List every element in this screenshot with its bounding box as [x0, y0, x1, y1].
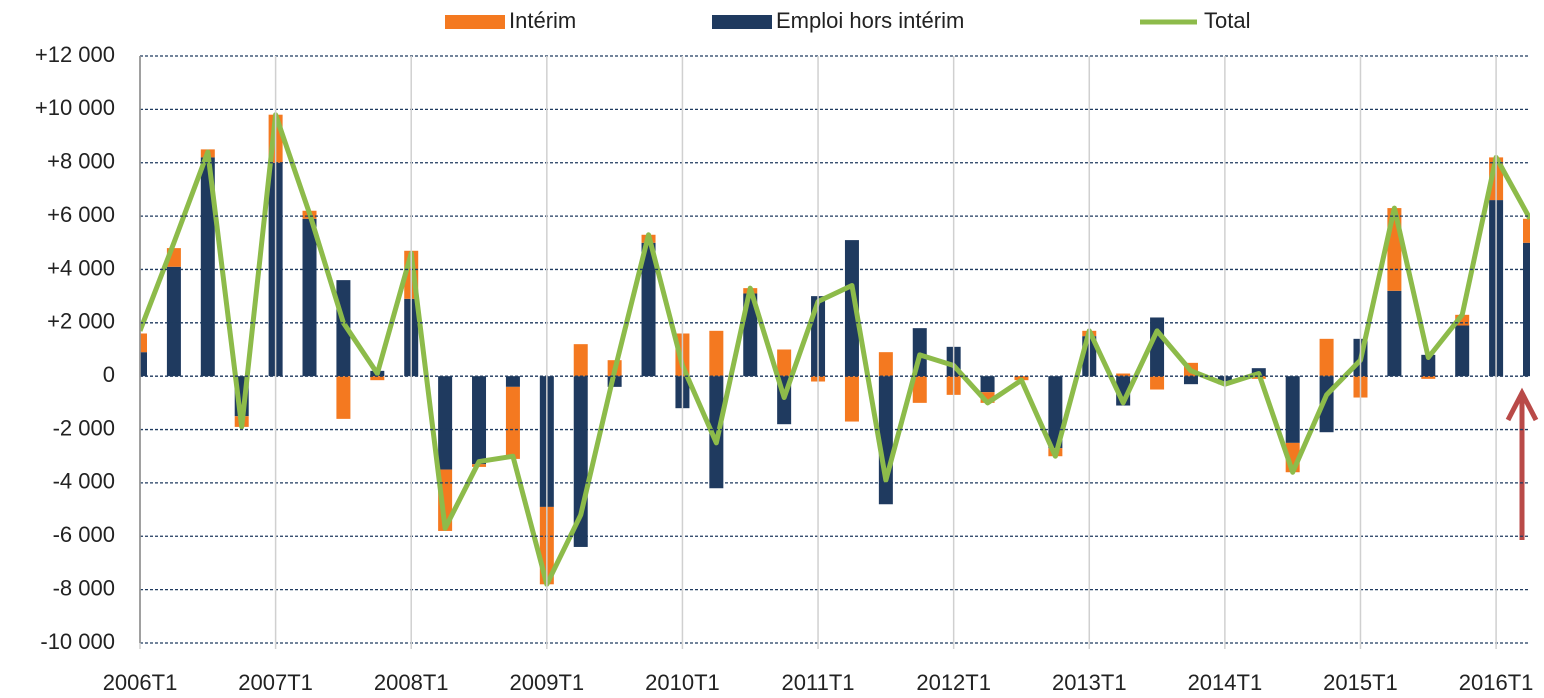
- bar: [1319, 338, 1334, 377]
- bar: [573, 344, 588, 377]
- bar: [505, 376, 520, 387]
- bar: [370, 376, 385, 381]
- bar: [844, 376, 859, 422]
- x-tick-label: 2006T1: [103, 670, 178, 695]
- y-tick-label: -4 000: [53, 469, 115, 494]
- x-tick-label: 2014T1: [1188, 670, 1263, 695]
- bar: [1421, 354, 1436, 377]
- y-tick-label: -2 000: [53, 415, 115, 440]
- bar: [166, 266, 181, 377]
- y-tick-label: +2 000: [47, 309, 115, 334]
- bar: [1048, 376, 1063, 449]
- bar: [844, 240, 859, 377]
- bar: [980, 392, 995, 403]
- bar: [1150, 376, 1165, 390]
- bar: [912, 376, 927, 403]
- x-tick-label: 2011T1: [782, 670, 855, 695]
- y-tick-label: +4 000: [47, 255, 115, 280]
- x-tick-label: 2012T1: [916, 670, 991, 695]
- legend-swatch: [712, 15, 772, 29]
- bar: [1523, 242, 1530, 377]
- y-tick-label: -8 000: [53, 575, 115, 600]
- bar: [641, 242, 656, 377]
- bar: [200, 157, 215, 377]
- bar: [1116, 373, 1131, 377]
- plot-area: [140, 112, 1530, 587]
- legend-label: Total: [1204, 8, 1250, 33]
- bar: [878, 352, 893, 377]
- bar: [505, 386, 520, 459]
- x-tick-label: 2013T1: [1052, 670, 1127, 695]
- y-tick-label: -10 000: [40, 629, 115, 654]
- bar: [438, 376, 453, 470]
- bar: [472, 376, 487, 465]
- x-tick-label: 2009T1: [510, 670, 585, 695]
- x-tick-label: 2008T1: [374, 670, 449, 695]
- legend-label: Intérim: [509, 8, 576, 33]
- x-tick-label: 2007T1: [238, 670, 313, 695]
- bar: [140, 333, 147, 353]
- x-tick-label: 2015T1: [1323, 670, 1398, 695]
- bar: [1455, 314, 1470, 326]
- bar: [1421, 376, 1436, 379]
- bar: [336, 376, 351, 419]
- annotation-arrow: [1505, 387, 1539, 540]
- bar: [1387, 290, 1402, 377]
- legend-swatch: [445, 15, 505, 29]
- bar: [140, 352, 147, 377]
- y-tick-label: -6 000: [53, 522, 115, 547]
- bar: [1523, 218, 1530, 243]
- y-tick-label: +8 000: [47, 149, 115, 174]
- bar: [302, 218, 317, 377]
- y-tick-label: 0: [103, 362, 115, 387]
- bar: [709, 330, 724, 377]
- line: [140, 112, 1530, 587]
- bar: [777, 349, 792, 377]
- y-tick-label: +10 000: [35, 95, 115, 120]
- y-tick-label: +6 000: [47, 202, 115, 227]
- legend-label: Emploi hors intérim: [776, 8, 964, 33]
- bar: [1285, 376, 1300, 443]
- x-tick-label: 2016T1: [1459, 670, 1534, 695]
- bar: [1455, 325, 1470, 377]
- y-tick-label: +12 000: [35, 42, 115, 67]
- bar: [1183, 376, 1198, 385]
- bar: [980, 376, 995, 393]
- x-tick-label: 2010T1: [645, 670, 720, 695]
